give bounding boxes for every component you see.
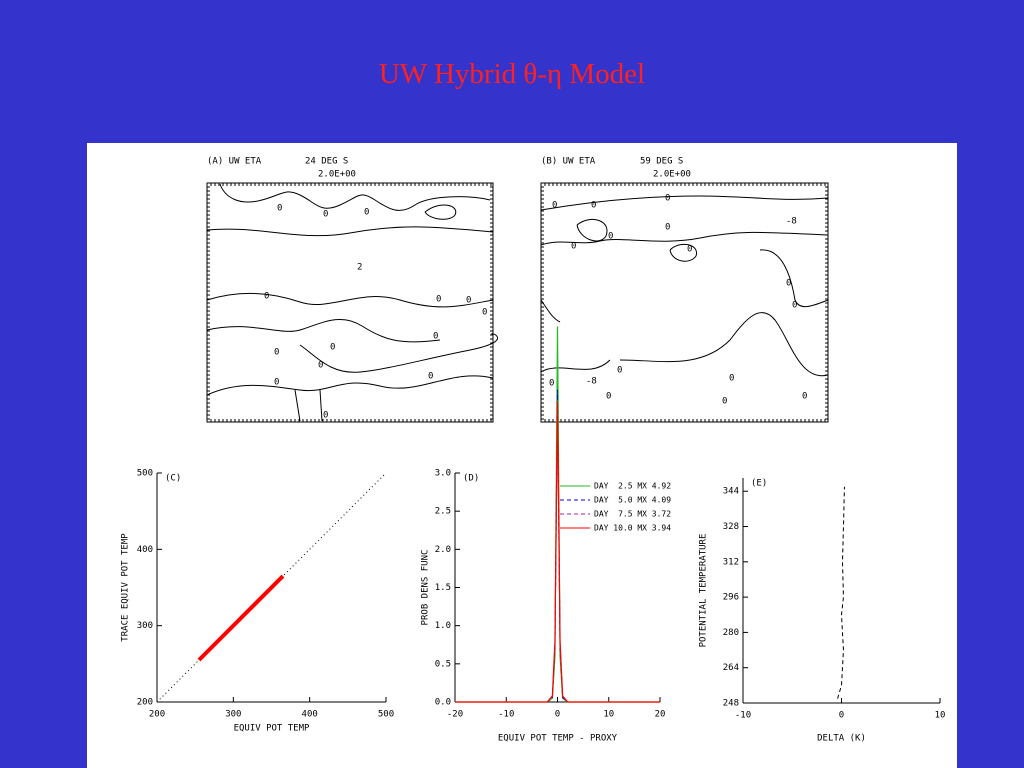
y-tick-label: 500: [137, 469, 153, 479]
x-tick-label: -10: [735, 711, 751, 721]
y-tick-label: 264: [723, 663, 739, 673]
panel-label: (E): [751, 479, 767, 489]
x-tick-label: 300: [225, 710, 241, 720]
contour-label: 2: [357, 263, 362, 273]
y-tick-label: 1.0: [435, 621, 451, 631]
y-tick-label: 3.0: [435, 469, 451, 479]
figure-background: [87, 143, 957, 768]
panel-label: (D): [463, 474, 479, 484]
x-tick-label: 0: [839, 711, 844, 721]
contour-label: -8: [586, 377, 597, 387]
contour-label: 0: [482, 308, 487, 318]
slide-title: UW Hybrid θ-η Model: [378, 58, 646, 90]
y-tick-label: 0.5: [435, 659, 451, 669]
x-tick-label: 10: [603, 710, 614, 720]
contours: [540, 195, 829, 377]
contour-label: 0: [665, 194, 670, 204]
series-line: [197, 574, 285, 662]
contour-label: 0: [687, 245, 692, 255]
contour-label: 0: [323, 411, 328, 421]
y-tick-label: 400: [137, 545, 153, 555]
contour-label: 0: [364, 208, 369, 218]
y-tick-label: 296: [723, 593, 739, 603]
y-axis-label: PROB DENS FUNC: [421, 550, 431, 626]
contour-label: 0: [264, 292, 269, 302]
contour-label: 0: [466, 296, 471, 306]
y-tick-label: 248: [723, 699, 739, 709]
y-tick-label: 2.0: [435, 545, 451, 555]
contours: [206, 183, 498, 422]
x-tick-label: 20: [655, 710, 666, 720]
contour-label: 0: [436, 295, 441, 305]
contour-label: 0: [606, 392, 611, 402]
y-tick-label: 1.5: [435, 583, 451, 593]
contour-label: 0: [549, 379, 554, 389]
contour-label: 0: [277, 204, 282, 214]
panel-latitude: 59 DEG S: [640, 157, 683, 167]
contour-label: 0: [617, 366, 622, 376]
contour-label: 0: [792, 301, 797, 311]
x-tick-label: 500: [378, 710, 394, 720]
x-axis-label: EQUIV POT TEMP - PROXY: [498, 734, 618, 744]
x-axis-label: DELTA (K): [817, 734, 866, 744]
panel-label: (C): [165, 474, 181, 484]
y-axis-label: POTENTIAL TEMPERATURE: [699, 534, 709, 648]
contour-label: 0: [802, 392, 807, 402]
y-tick-label: 312: [723, 557, 739, 567]
contour-interval: 2.0E+00: [653, 170, 691, 180]
x-tick-label: 0: [555, 710, 560, 720]
contour-label: 0: [729, 374, 734, 384]
x-tick-label: 200: [149, 710, 165, 720]
x-axis-label: EQUIV POT TEMP: [234, 724, 310, 734]
y-tick-label: 0.0: [435, 698, 451, 708]
contour-label: 0: [571, 242, 576, 252]
contour-label: 0: [722, 397, 727, 407]
panel-label: (B) UW ETA: [541, 157, 596, 167]
y-axis-label: TRACE EQUIV POT TEMP: [121, 533, 131, 642]
contour-interval: 2.0E+00: [318, 170, 356, 180]
contour-label: 0: [608, 232, 613, 242]
contour-label: 0: [433, 332, 438, 342]
x-tick-label: -10: [498, 710, 514, 720]
contour-label: -8: [786, 217, 797, 227]
y-tick-label: 328: [723, 522, 739, 532]
panel-latitude: 24 DEG S: [305, 157, 348, 167]
contour-label: 0: [591, 201, 596, 211]
contour-label: 0: [318, 361, 323, 371]
contour-label: 0: [274, 378, 279, 388]
contour-label: 0: [330, 343, 335, 353]
contour-label: 0: [552, 201, 557, 211]
x-tick-label: 400: [302, 710, 318, 720]
x-tick-label: -20: [447, 710, 463, 720]
y-tick-label: 344: [723, 487, 739, 497]
y-tick-label: 280: [723, 628, 739, 638]
y-tick-label: 2.5: [435, 507, 451, 517]
legend-label: DAY 7.5 MX 3.72: [594, 510, 671, 519]
panel-label: (A) UW ETA: [207, 157, 262, 167]
contour-label: 0: [665, 223, 670, 233]
contour-label: 0: [274, 348, 279, 358]
y-tick-label: 300: [137, 621, 153, 631]
legend-label: DAY 5.0 MX 4.09: [594, 496, 671, 505]
y-tick-label: 200: [137, 698, 153, 708]
series-line: [455, 401, 660, 703]
legend-label: DAY 2.5 MX 4.92: [594, 482, 671, 491]
contour-label: 0: [428, 372, 433, 382]
contour-label: 0: [786, 279, 791, 289]
x-tick-label: 10: [935, 711, 946, 721]
legend-label: DAY 10.0 MX 3.94: [594, 524, 671, 533]
series-line: [837, 486, 845, 699]
contour-label: 0: [323, 210, 328, 220]
